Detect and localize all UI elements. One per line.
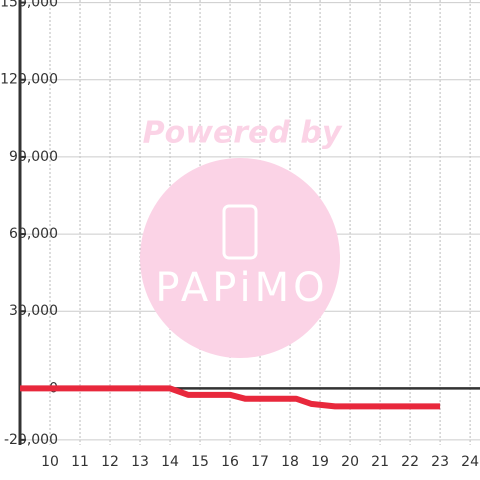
watermark-icon (222, 204, 258, 260)
x-tick-label: 20 (341, 454, 359, 470)
x-tick-label: 21 (371, 454, 389, 470)
y-tick-label: 90,000 (9, 149, 58, 165)
x-tick-label: 22 (401, 454, 419, 470)
x-tick-label: 13 (131, 454, 149, 470)
line (20, 385, 441, 410)
x-tick-label: 14 (161, 454, 179, 470)
x-tick-label: 17 (251, 454, 269, 470)
y-tick-label: -20,000 (4, 432, 58, 448)
x-tick-label: 10 (41, 454, 59, 470)
watermark-logo: PAPiMO (155, 265, 328, 311)
y-tick-label: 30,000 (9, 303, 58, 319)
x-tick-label: 11 (71, 454, 89, 470)
x-tick-label: 23 (431, 454, 449, 470)
y-tick-label: 150,000 (0, 0, 58, 11)
x-tick-label: 18 (281, 454, 299, 470)
watermark: Powered by PAPiMO (140, 116, 343, 358)
y-tick-label: 60,000 (9, 226, 58, 242)
x-tick-label: 12 (101, 454, 119, 470)
watermark-text: Powered by (143, 116, 343, 151)
x-tick-label: 24 (461, 454, 479, 470)
x-tick-label: 16 (221, 454, 239, 470)
x-tick-label: 19 (311, 454, 329, 470)
y-tick-label: 120,000 (0, 72, 58, 88)
x-tick-label: 15 (191, 454, 209, 470)
